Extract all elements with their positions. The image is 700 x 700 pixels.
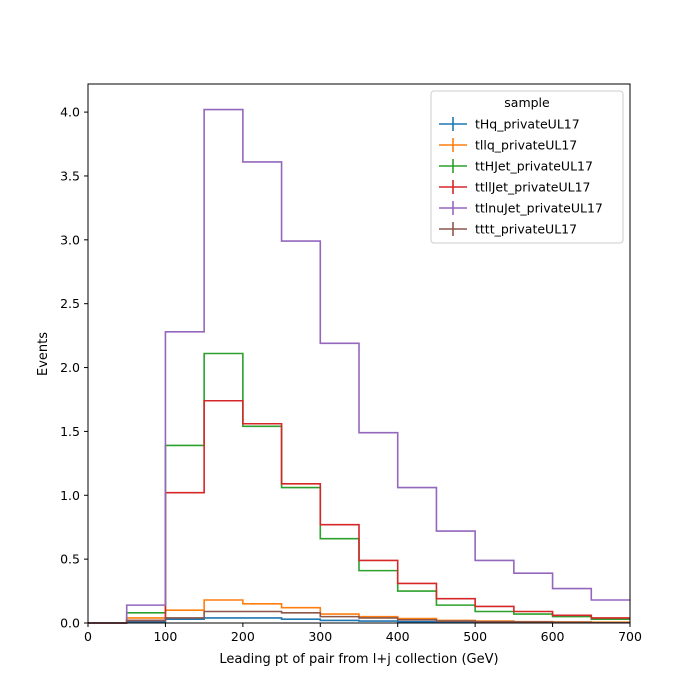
legend-label: ttllJet_privateUL17 [475, 180, 591, 195]
legend-title: sample [504, 95, 550, 110]
legend-entries: tHq_privateUL17 tllq_privateUL17 ttHJet_pr… [439, 117, 603, 237]
y-axis-label: Events [36, 332, 51, 376]
legend-label: tHq_privateUL17 [475, 117, 580, 132]
series-line-tttt_privateUL17 [88, 610, 630, 624]
legend-label: tttt_privateUL17 [475, 222, 577, 237]
legend-entry-ttlnuJet_privateUL17: ttlnuJet_privateUL17 [439, 201, 603, 216]
x-tick-label: 200 [231, 629, 255, 644]
x-tick-label: 500 [463, 629, 487, 644]
x-axis-label: Leading pt of pair from l+j collection (… [219, 652, 498, 667]
series-line-ttllJet_privateUL17 [88, 399, 630, 624]
legend-label: ttlnuJet_privateUL17 [475, 201, 603, 216]
legend-entry-tllq_privateUL17: tllq_privateUL17 [439, 138, 577, 153]
y-tick-label: 2.0 [60, 360, 80, 375]
legend-entry-tHq_privateUL17: tHq_privateUL17 [439, 117, 580, 132]
legend-box [430, 90, 624, 244]
y-tick-label: 3.5 [60, 168, 80, 183]
y-tick-label: 0.5 [60, 552, 80, 567]
y-axis: 0.0 0.5 1.0 1.5 2.0 2.5 3.0 3.5 4.0 [60, 105, 88, 631]
y-tick-label: 1.5 [60, 424, 80, 439]
y-tick-label: 4.0 [60, 105, 80, 120]
x-tick-label: 700 [618, 629, 642, 644]
x-axis: 0 100 200 300 400 500 600 700 [84, 623, 642, 644]
legend-label: ttHJet_privateUL17 [475, 159, 593, 174]
y-tick-label: 3.0 [60, 232, 80, 247]
x-tick-label: 0 [84, 629, 92, 644]
y-tick-label: 1.0 [60, 488, 80, 503]
y-tick-label: 2.5 [60, 296, 80, 311]
x-tick-label: 100 [153, 629, 177, 644]
x-tick-label: 600 [541, 629, 565, 644]
plot-area [88, 108, 630, 624]
x-tick-label: 300 [308, 629, 332, 644]
legend-label: tllq_privateUL17 [475, 138, 577, 153]
legend: sample tHq_privateUL17 tllq_privateUL17tt… [430, 90, 624, 244]
legend-entry-ttHJet_privateUL17: ttHJet_privateUL17 [439, 159, 593, 174]
legend-entry-ttllJet_privateUL17: ttllJet_privateUL17 [439, 180, 591, 195]
x-tick-label: 400 [386, 629, 410, 644]
y-tick-label: 0.0 [60, 616, 80, 631]
series-line-ttlnuJet_privateUL17 [88, 108, 630, 624]
axes-frame [87, 83, 631, 624]
legend-entry-tttt_privateUL17: tttt_privateUL17 [439, 222, 577, 237]
